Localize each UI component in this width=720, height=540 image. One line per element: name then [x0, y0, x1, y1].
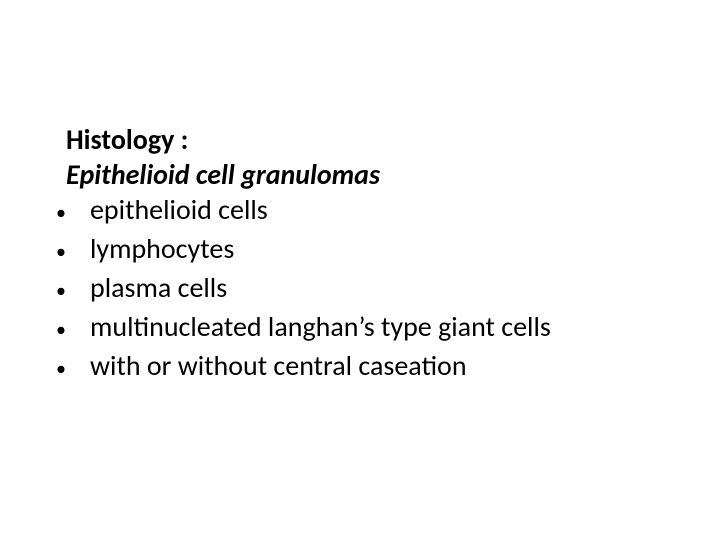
list-item: • lymphocytes — [52, 231, 680, 270]
list-item: • plasma cells — [52, 270, 680, 309]
list-item: • epithelioid cells — [52, 192, 680, 231]
bullet-icon: • — [52, 196, 90, 231]
list-item: • multinucleated langhan’s type giant ce… — [52, 309, 680, 348]
bullet-icon: • — [52, 235, 90, 270]
bullet-icon: • — [52, 313, 90, 348]
bullet-text: with or without central caseation — [90, 348, 467, 383]
bullet-icon: • — [52, 274, 90, 309]
bullet-text: multinucleated langhan’s type giant cell… — [90, 309, 551, 344]
heading-text-2: Epithelioid cell granulomas — [66, 157, 380, 192]
bullet-icon: • — [52, 352, 90, 387]
slide-container: Histology : Epithelioid cell granulomas … — [0, 0, 720, 540]
heading-text-1: Histology : — [66, 122, 188, 157]
bullet-text: epithelioid cells — [90, 192, 268, 227]
bullet-text: plasma cells — [90, 270, 227, 305]
heading-line-1: Histology : — [52, 122, 680, 157]
bullet-text: lymphocytes — [90, 231, 234, 266]
list-item: • with or without central caseation — [52, 348, 680, 387]
heading-line-2: Epithelioid cell granulomas — [52, 157, 680, 192]
